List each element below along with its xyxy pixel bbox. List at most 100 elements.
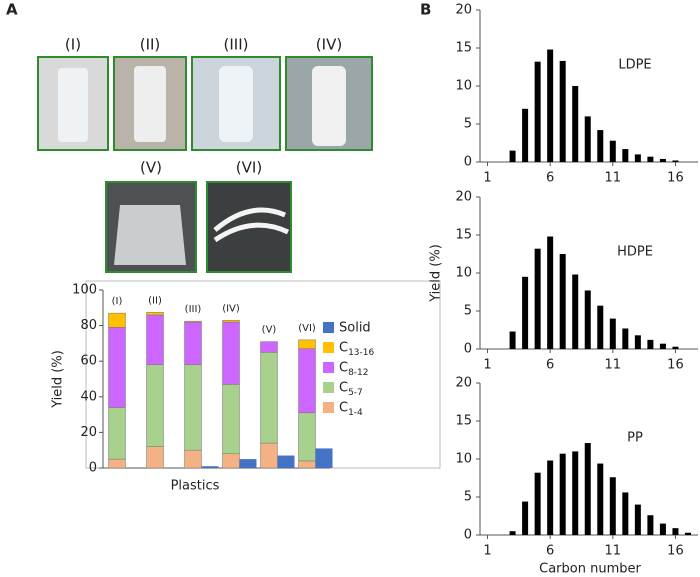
photo-label: (IV) <box>316 36 342 54</box>
y-tick-label: 15 <box>455 228 472 243</box>
bar-segment <box>260 442 278 469</box>
legend-swatch <box>323 322 334 333</box>
bar <box>522 276 529 349</box>
bar-segment <box>260 341 278 353</box>
x-tick-label: 11 <box>605 544 622 559</box>
x-tick-label: 6 <box>546 171 554 186</box>
bar-segment <box>184 364 202 451</box>
series-label: HDPE <box>617 245 653 260</box>
bar <box>584 116 591 162</box>
bar <box>239 459 257 468</box>
y-tick-label: 10 <box>455 79 472 94</box>
category-label: (IV) <box>222 303 240 314</box>
x-tick-label: 11 <box>605 358 622 373</box>
y-tick-label: 5 <box>464 490 472 505</box>
bar <box>622 492 629 535</box>
bar <box>659 158 666 162</box>
bar <box>534 472 541 535</box>
series-label: LDPE <box>618 58 651 73</box>
photo-label: (V) <box>140 159 162 177</box>
bar <box>609 477 616 535</box>
bar-segment <box>184 320 202 323</box>
bar <box>509 531 516 535</box>
bottle <box>312 66 346 146</box>
x-axis-label: Plastics <box>171 479 220 494</box>
vial <box>134 66 166 142</box>
bar <box>659 343 666 349</box>
bar-segment <box>146 314 164 366</box>
y-tick-label: 20 <box>455 3 472 18</box>
bar-segment <box>222 384 240 455</box>
bar <box>647 339 654 349</box>
category-label: (I) <box>112 296 123 307</box>
bottle <box>219 66 253 142</box>
y-tick-label: 0 <box>464 342 472 357</box>
panel-label: A <box>6 1 18 19</box>
bar-segment <box>298 348 316 414</box>
bar-segment <box>146 364 164 447</box>
category-label: (III) <box>185 304 202 315</box>
y-axis-label: Yield (%) <box>51 350 66 409</box>
bar <box>659 523 666 535</box>
y-tick-label: 100 <box>72 283 97 298</box>
bar <box>547 460 554 535</box>
bar <box>647 515 654 535</box>
x-tick-label: 1 <box>483 171 491 186</box>
bar <box>547 236 554 349</box>
y-tick-label: 0 <box>89 461 97 476</box>
bar <box>584 443 591 535</box>
bar <box>534 248 541 349</box>
bar <box>584 290 591 349</box>
y-tick-label: 0 <box>464 155 472 170</box>
bar <box>547 49 554 162</box>
x-tick-label: 11 <box>605 171 622 186</box>
legend-swatch <box>323 342 334 353</box>
legend-label: Solid <box>339 321 371 336</box>
y-tick-label: 5 <box>464 117 472 132</box>
bar <box>609 318 616 349</box>
bar <box>597 130 604 162</box>
bar <box>672 528 679 535</box>
bar <box>522 501 529 535</box>
bar-segment <box>184 321 202 366</box>
bar <box>622 149 629 162</box>
photo-label: (III) <box>224 36 249 54</box>
bar <box>597 305 604 349</box>
bar-segment <box>298 412 316 462</box>
legend-label: C5-7 <box>339 381 363 398</box>
photos <box>37 56 373 273</box>
bar-segment <box>146 446 164 469</box>
bar <box>522 108 529 162</box>
bar-segment <box>222 321 240 385</box>
photo-label: (I) <box>65 36 81 54</box>
bar <box>509 331 516 349</box>
legend-swatch <box>323 382 334 393</box>
legend-swatch <box>323 362 334 373</box>
bar <box>534 61 541 162</box>
y-tick-label: 40 <box>80 389 97 404</box>
bar <box>597 463 604 535</box>
vial <box>58 68 88 142</box>
x-tick-label: 6 <box>546 358 554 373</box>
legend-swatch <box>323 402 334 413</box>
bar <box>572 451 579 535</box>
y-tick-label: 5 <box>464 304 472 319</box>
legend-label: C1-4 <box>339 401 363 418</box>
bar <box>559 254 566 349</box>
bar <box>609 140 616 162</box>
y-tick-label: 20 <box>455 376 472 391</box>
x-tick-label: 1 <box>483 358 491 373</box>
bar <box>622 328 629 349</box>
bar-segment <box>146 312 164 316</box>
category-label: (V) <box>262 325 277 336</box>
panel-label: B <box>420 1 431 19</box>
bar <box>672 346 679 349</box>
y-axis-label: Yield (%) <box>429 244 444 303</box>
photo-label: (VI) <box>236 159 262 177</box>
category-label: (II) <box>148 295 162 306</box>
bar <box>647 156 654 162</box>
bar <box>559 453 566 535</box>
bar-segment <box>108 312 126 328</box>
y-tick-label: 10 <box>455 452 472 467</box>
